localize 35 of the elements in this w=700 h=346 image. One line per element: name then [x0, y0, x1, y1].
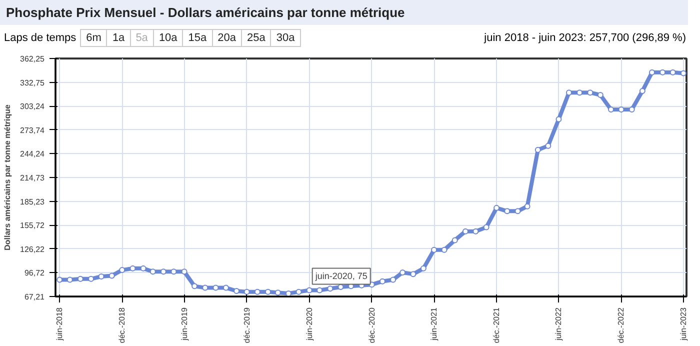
y-tick-label: 214,73: [20, 174, 46, 182]
y-tick-label: 362,25: [20, 54, 46, 64]
text: 25a: [241, 29, 272, 47]
y-tick-label: 332,75: [20, 78, 46, 88]
y-tick-label: 273,74: [20, 126, 46, 135]
chart-title: Phosphate Prix Mensuel - Dollars américains par tonne métrique: [0, 0, 688, 25]
y-tick-label: 185,23: [20, 197, 46, 206]
x-tick-label: déc.-2019: [242, 306, 252, 344]
y-tick-label: 126,22: [20, 244, 46, 254]
y-tick-label: 244,24: [20, 150, 46, 159]
text: 6m: [80, 29, 108, 47]
text: 20a: [212, 29, 242, 47]
x-tick-label: déc.-2022: [616, 306, 626, 344]
y-axis-title: Dollars américains par tonne métrique: [3, 104, 12, 250]
y-tick-label: 67,21: [24, 292, 46, 302]
x-tick-label: juin-2021: [430, 306, 439, 342]
text: 5a: [130, 29, 154, 47]
x-tick-label: déc.-2021: [492, 306, 502, 344]
annotation: juin-2020, 75: [314, 271, 368, 282]
x-tick-label: juin-2023: [678, 306, 688, 342]
text: juin 2018 - juin 2023: 257,700 (296,89 %): [484, 32, 686, 44]
text: 10a: [152, 29, 184, 47]
x-tick-label: déc.-2020: [367, 306, 376, 344]
text: 30a: [270, 29, 301, 47]
x-tick-label: juin-2022: [554, 306, 564, 342]
y-tick-label: 303,24: [20, 102, 46, 112]
y-tick-label: 96,72: [24, 268, 46, 278]
x-tick-label: juin-2019: [180, 306, 189, 342]
text: 15a: [182, 29, 213, 47]
text: 1a: [106, 29, 131, 47]
text: Laps de temps: [4, 32, 76, 44]
y-tick-label: 155,72: [20, 221, 46, 230]
x-tick-label: juin-2018: [55, 306, 64, 342]
x-tick-label: juin-2020: [304, 306, 314, 342]
x-tick-label: déc.-2018: [118, 306, 127, 344]
